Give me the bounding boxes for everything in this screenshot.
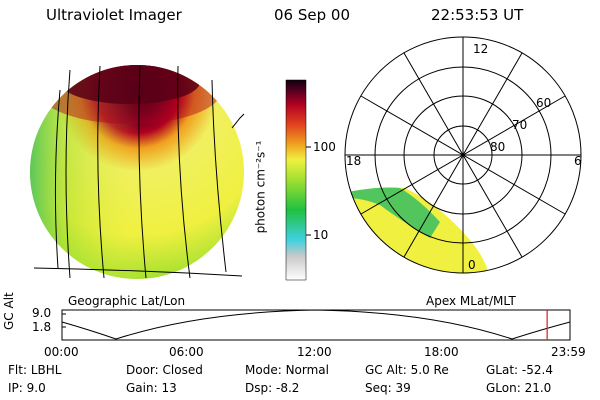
image-time: 22:53:53 UT — [431, 6, 524, 24]
instrument-title: Ultraviolet Imager — [46, 6, 182, 24]
colorbar-unit-label: photon cm⁻²s⁻¹ — [253, 140, 268, 234]
time-tick: 06:00 — [169, 345, 204, 359]
time-tick: 18:00 — [424, 345, 459, 359]
mlt-label-0: 0 — [468, 258, 476, 272]
time-tick: 23:59 — [551, 345, 586, 359]
altitude-ylabel: GC Alt — [2, 292, 16, 330]
altitude-plot — [61, 309, 571, 341]
time-tick: 00:00 — [44, 345, 79, 359]
status-glat: GLat: -52.4 — [486, 363, 553, 377]
mlat-label-80: 80 — [490, 140, 506, 154]
colorbar — [285, 79, 311, 281]
status-gain: Gain: 13 — [126, 381, 177, 395]
status-gc-alt: GC Alt: 5.0 Re — [365, 363, 449, 377]
mlt-label-12: 12 — [473, 42, 489, 56]
status-flt: Flt: LBHL — [8, 363, 62, 377]
status-dsp: Dsp: -8.2 — [245, 381, 300, 395]
time-tick: 12:00 — [297, 345, 332, 359]
mlt-label-6: 6 — [574, 154, 582, 168]
geographic-caption: Geographic Lat/Lon — [68, 294, 186, 308]
altitude-tick-1-8: 1.8 — [32, 320, 52, 334]
status-ip: IP: 9.0 — [8, 381, 46, 395]
status-glon: GLon: 21.0 — [486, 381, 552, 395]
status-seq: Seq: 39 — [365, 381, 411, 395]
image-date: 06 Sep 00 — [274, 6, 350, 24]
altitude-tick-9: 9.0 — [32, 306, 52, 320]
status-mode: Mode: Normal — [245, 363, 329, 377]
colorbar-tick-10: 10 — [313, 228, 329, 242]
status-door: Door: Closed — [126, 363, 203, 377]
mlt-label-18: 18 — [346, 154, 362, 168]
colorbar-tick-100: 100 — [313, 140, 336, 154]
mlat-label-70: 70 — [512, 118, 528, 132]
apex-caption: Apex MLat/MLT — [426, 294, 516, 308]
geographic-image — [30, 65, 245, 279]
mlat-label-60: 60 — [536, 96, 552, 110]
polar-plot — [344, 36, 582, 274]
